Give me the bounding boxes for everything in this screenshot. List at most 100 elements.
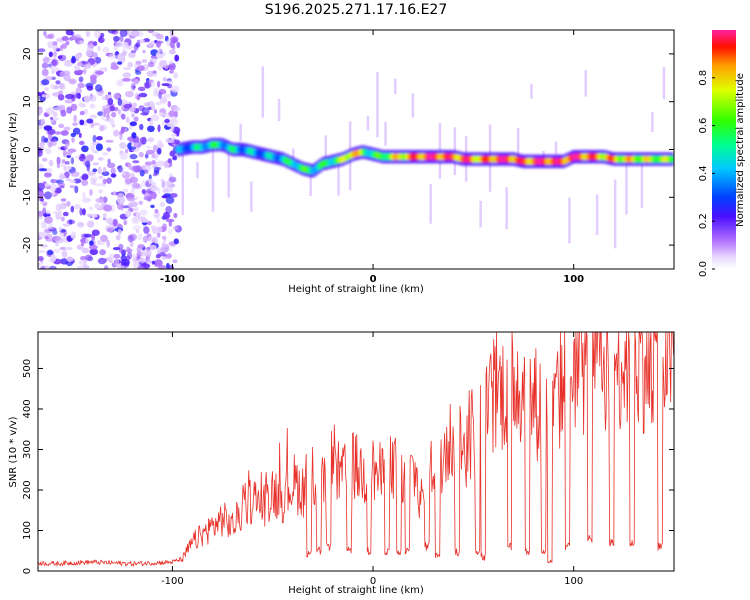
noise-blob [38,256,44,262]
noise-blob [100,234,108,243]
noise-blob [79,119,85,126]
noise-blob [89,94,97,103]
noise-blob [63,126,71,131]
noise-blob [59,246,66,250]
noise-blob [74,185,79,194]
noise-blob [118,249,127,254]
noise-blob [101,171,110,177]
noise-blob [71,137,75,143]
noise-blob [38,262,41,268]
noise-blob [93,150,99,154]
noise-blob [91,51,98,58]
noise-blob [97,157,104,161]
noise-blob [153,211,160,219]
noise-blob [97,242,105,246]
noise-blob [90,144,95,152]
noise-blob [106,147,112,152]
streak [613,179,617,249]
noise-blob [41,62,49,69]
streak [411,93,415,118]
noise-blob [62,149,67,157]
noise-blob [136,39,141,45]
noise-blob [145,249,152,257]
noise-blob [135,70,142,75]
noise-blob [95,57,102,64]
noise-blob [92,168,98,173]
noise-blob [172,37,178,44]
noise-blob [89,74,97,81]
noise-blob [155,33,164,40]
snr-x-axis-label: Height of straight line (km) [288,585,424,596]
noise-blob [151,260,156,265]
noise-blob [143,226,150,234]
noise-blob [91,213,98,218]
noise-blob [77,82,85,89]
noise-blob [169,70,174,74]
noise-blob [168,264,174,269]
noise-blob [139,123,144,131]
noise-blob [161,235,167,240]
streak [250,181,253,212]
noise-blob [52,235,62,241]
noise-blob [112,247,121,251]
noise-blob [147,30,155,34]
noise-blob [121,41,129,48]
noise-blob [45,107,55,115]
noise-blob [97,45,101,52]
x-tick-label: 100 [564,576,583,587]
noise-blob [170,192,178,198]
noise-blob [73,114,78,123]
noise-blob [44,236,49,240]
noise-blob [113,45,118,51]
noise-blob [140,218,149,223]
noise-blob [66,151,73,155]
noise-blob [89,240,94,247]
noise-blob [102,213,108,218]
noise-blob [135,228,140,234]
streak [227,142,230,198]
noise-blob [79,140,85,146]
colorbar: 0.0 0.2 0.4 0.6 0.8 Normalized spectral ampl… [698,30,746,277]
noise-blob [51,188,55,196]
noise-blob [50,116,54,120]
noise-blob [89,244,98,250]
noise-blob [64,161,70,165]
noise-blob [51,45,59,51]
noise-blob [109,118,115,125]
streak [366,115,370,131]
streak [324,135,327,168]
noise-blob [148,244,157,251]
streak [595,194,599,236]
streak [554,141,558,155]
noise-blob [168,64,175,69]
noise-blob [64,99,74,104]
noise-blob [116,196,125,205]
noise-blob [146,145,152,149]
noise-blob [98,189,103,194]
noise-blob [94,203,100,209]
noise-blob [48,141,53,148]
noise-blob [41,94,46,98]
noise-blob [42,157,48,162]
noise-blob [161,83,170,87]
noise-blob [75,87,82,95]
noise-blob [144,161,153,166]
noise-blob [117,98,123,106]
noise-blob [83,108,89,115]
noise-blob [63,203,67,208]
noise-blob [81,179,89,186]
streak [211,143,215,212]
noise-blob [38,191,45,198]
noise-blob [142,49,146,54]
noise-blob [92,41,98,47]
noise-blob [113,253,121,259]
noise-blob [131,165,141,173]
x-tick-label: -100 [160,274,185,285]
noise-blob [103,107,111,114]
streak [568,197,571,244]
noise-blob [95,70,104,75]
noise-blob [133,116,139,122]
noise-blob [152,173,157,177]
noise-blob [50,58,59,67]
noise-blob [157,248,161,253]
